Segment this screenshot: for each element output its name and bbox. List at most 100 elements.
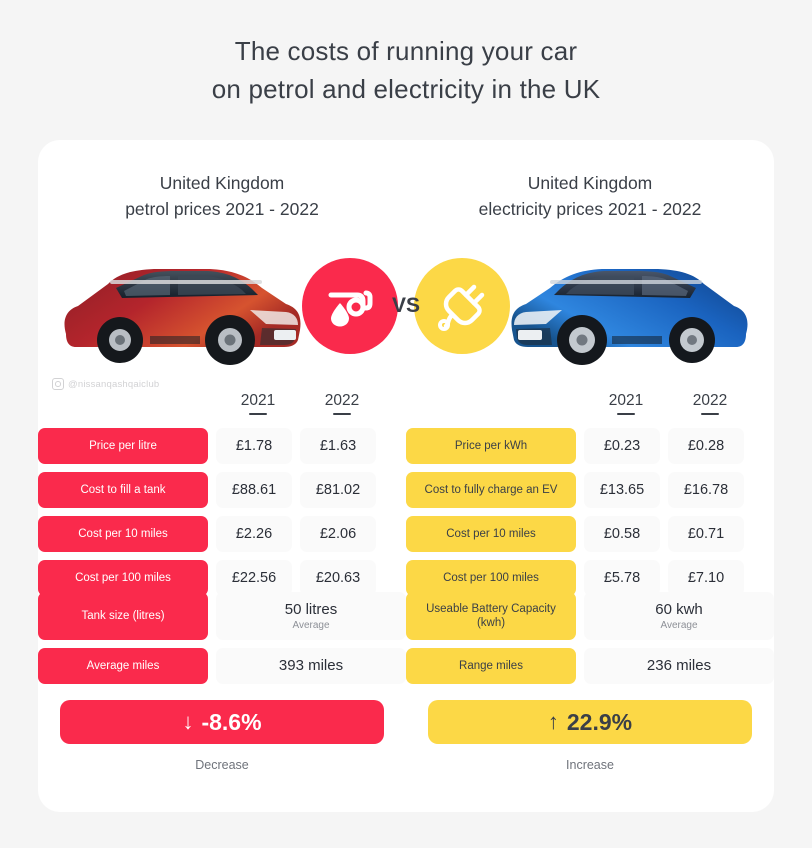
spec-value-note: Average (660, 619, 698, 631)
electric-heading-line-2: electricity prices 2021 - 2022 (478, 199, 702, 219)
spec-value-main: 236 miles (646, 657, 712, 674)
comparison-columns: United Kingdom petrol prices 2021 - 2022 (38, 140, 774, 812)
row-value-2021: £0.23 (584, 428, 660, 464)
petrol-change-value: -8.6% (201, 708, 262, 735)
row-value-2021: £88.61 (216, 472, 292, 508)
page-title-line-1: The costs of running your car (234, 36, 578, 66)
spec-label: Useable Battery Capacity (kwh) (406, 592, 576, 640)
comparison-card: United Kingdom petrol prices 2021 - 2022 (38, 140, 774, 812)
spec-value-main: 393 miles (278, 657, 344, 674)
table-row: Cost per 100 miles £22.56 £20.63 (38, 560, 406, 596)
instagram-handle: @nissanqashqaiclub (68, 378, 160, 390)
table-row: Cost per 10 miles £0.58 £0.71 (406, 516, 774, 552)
petrol-badge (302, 258, 398, 354)
electric-column: United Kingdom electricity prices 2021 -… (406, 140, 774, 812)
table-row: Price per litre £1.78 £1.63 (38, 428, 406, 464)
electric-badge (414, 258, 510, 354)
row-label: Price per litre (38, 428, 208, 464)
petrol-year-2022-label: 2022 (324, 392, 360, 409)
electric-year-2021-underline (617, 413, 635, 415)
electric-year-2022-label: 2022 (692, 392, 728, 409)
arrow-down-icon: ↓ (182, 709, 194, 734)
spec-row: Tank size (litres) 50 litres Average (38, 592, 406, 640)
versus-label: VS (391, 294, 420, 317)
arrow-up-icon: ↑ (547, 709, 559, 734)
row-value-2022: £1.63 (300, 428, 376, 464)
row-value-2021: £22.56 (216, 560, 292, 596)
petrol-year-spacer (38, 392, 216, 424)
row-value-2022: £20.63 (300, 560, 376, 596)
row-value-2021: £13.65 (584, 472, 660, 508)
spec-value: 393 miles (216, 648, 406, 684)
electric-summary: ↑ 22.9% Increase (428, 700, 752, 772)
petrol-column: United Kingdom petrol prices 2021 - 2022 (38, 140, 420, 812)
petrol-hero: VS (38, 240, 420, 372)
electric-year-2021: 2021 (588, 392, 664, 424)
electric-year-header: 2021 2022 (406, 392, 774, 424)
spec-value-main: 50 litres (284, 600, 338, 618)
table-row: Cost to fully charge an EV £13.65 £16.78 (406, 472, 774, 508)
row-label: Cost to fill a tank (38, 472, 208, 508)
table-row: Price per kWh £0.23 £0.28 (406, 428, 774, 464)
page-title-line-2: on petrol and electricity in the UK (211, 74, 601, 104)
petrol-change-bar: ↓ -8.6% (60, 700, 384, 744)
electric-heading: United Kingdom electricity prices 2021 -… (406, 170, 774, 222)
spec-label: Average miles (38, 648, 208, 684)
fuel-nozzle-droplet-icon (328, 290, 373, 327)
petrol-change-caption: Decrease (195, 758, 249, 772)
petrol-year-2021-label: 2021 (240, 392, 276, 409)
row-label: Cost per 10 miles (38, 516, 208, 552)
spec-row: Average miles 393 miles (38, 648, 406, 684)
row-value-2022: £7.10 (668, 560, 744, 596)
spec-row: Range miles 236 miles (406, 648, 774, 684)
electric-heading-line-1: United Kingdom (527, 173, 653, 193)
table-row: Cost to fill a tank £88.61 £81.02 (38, 472, 406, 508)
row-value-2021: £5.78 (584, 560, 660, 596)
petrol-car-image (64, 269, 301, 365)
row-label: Cost per 100 miles (406, 560, 576, 596)
row-value-2021: £1.78 (216, 428, 292, 464)
electric-spec-rows: Useable Battery Capacity (kwh) 60 kwh Av… (406, 592, 774, 692)
row-value-2022: £2.06 (300, 516, 376, 552)
row-value-2021: £2.26 (216, 516, 292, 552)
petrol-data-rows: Price per litre £1.78 £1.63 Cost to fill… (38, 428, 406, 604)
petrol-year-header: 2021 2022 (38, 392, 406, 424)
petrol-year-2022-underline (333, 413, 351, 415)
petrol-heading: United Kingdom petrol prices 2021 - 2022 (38, 170, 406, 222)
electric-car-image (511, 269, 748, 365)
table-row: Cost per 100 miles £5.78 £7.10 (406, 560, 774, 596)
electric-year-spacer (406, 392, 584, 424)
electric-year-2022-underline (701, 413, 719, 415)
row-value-2022: £0.71 (668, 516, 744, 552)
page-title: The costs of running your car on petrol … (0, 32, 812, 108)
spec-row: Useable Battery Capacity (kwh) 60 kwh Av… (406, 592, 774, 640)
spec-value-note: Average (292, 619, 330, 631)
row-label: Price per kWh (406, 428, 576, 464)
petrol-spec-rows: Tank size (litres) 50 litres Average Ave… (38, 592, 406, 692)
electric-change-caption: Increase (566, 758, 614, 772)
petrol-heading-line-1: United Kingdom (159, 173, 285, 193)
spec-label: Range miles (406, 648, 576, 684)
electric-hero (406, 240, 774, 372)
spec-value: 236 miles (584, 648, 774, 684)
instagram-icon (52, 378, 64, 390)
instagram-watermark: @nissanqashqaiclub (52, 378, 159, 390)
row-label: Cost per 10 miles (406, 516, 576, 552)
electric-change-bar: ↑ 22.9% (428, 700, 752, 744)
spec-value: 50 litres Average (216, 592, 406, 640)
row-value-2022: £16.78 (668, 472, 744, 508)
electric-data-rows: Price per kWh £0.23 £0.28 Cost to fully … (406, 428, 774, 604)
row-value-2022: £81.02 (300, 472, 376, 508)
electric-year-2021-label: 2021 (608, 392, 644, 409)
spec-label: Tank size (litres) (38, 592, 208, 640)
petrol-year-2021-underline (249, 413, 267, 415)
spec-value: 60 kwh Average (584, 592, 774, 640)
row-label: Cost per 100 miles (38, 560, 208, 596)
row-value-2021: £0.58 (584, 516, 660, 552)
electric-year-2022: 2022 (672, 392, 748, 424)
spec-value-main: 60 kwh (655, 600, 703, 618)
petrol-summary: ↓ -8.6% Decrease (60, 700, 384, 772)
electric-change-value: 22.9% (566, 708, 633, 735)
electric-plug-icon (438, 284, 485, 331)
